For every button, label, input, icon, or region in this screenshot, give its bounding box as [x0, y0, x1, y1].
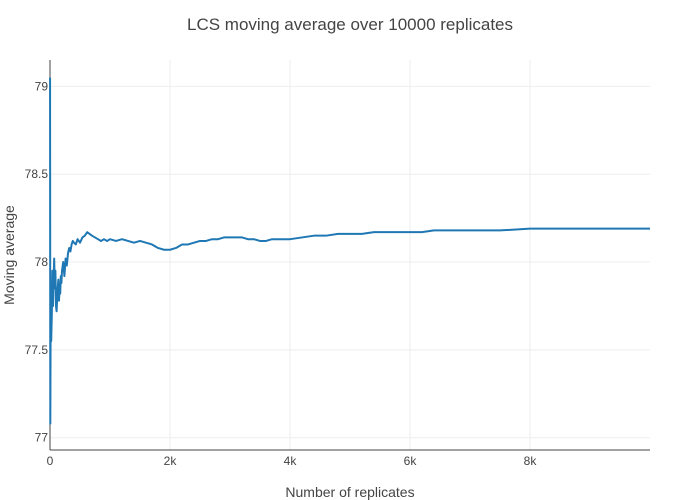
y-tick-label: 77.5	[25, 343, 49, 357]
y-tick-label: 77	[35, 431, 49, 445]
x-axis-label: Number of replicates	[285, 484, 414, 500]
y-tick-labels: 77 77.5 78 78.5 79	[25, 79, 49, 444]
x-tick-label: 4k	[284, 454, 298, 468]
series-line	[49, 77, 650, 425]
x-tick-label: 2k	[164, 454, 178, 468]
y-axis-label: Moving average	[1, 205, 17, 305]
x-tick-label: 8k	[524, 454, 538, 468]
axes	[49, 60, 650, 451]
grid	[50, 60, 650, 450]
x-tick-label: 0	[47, 454, 54, 468]
y-tick-label: 78.5	[25, 167, 49, 181]
x-tick-labels: 0 2k 4k 6k 8k	[47, 454, 538, 468]
y-tick-label: 78	[35, 255, 49, 269]
y-tick-label: 79	[35, 79, 49, 93]
series-layer	[49, 77, 650, 425]
x-tick-label: 6k	[404, 454, 418, 468]
chart-title: LCS moving average over 10000 replicates	[187, 15, 513, 34]
